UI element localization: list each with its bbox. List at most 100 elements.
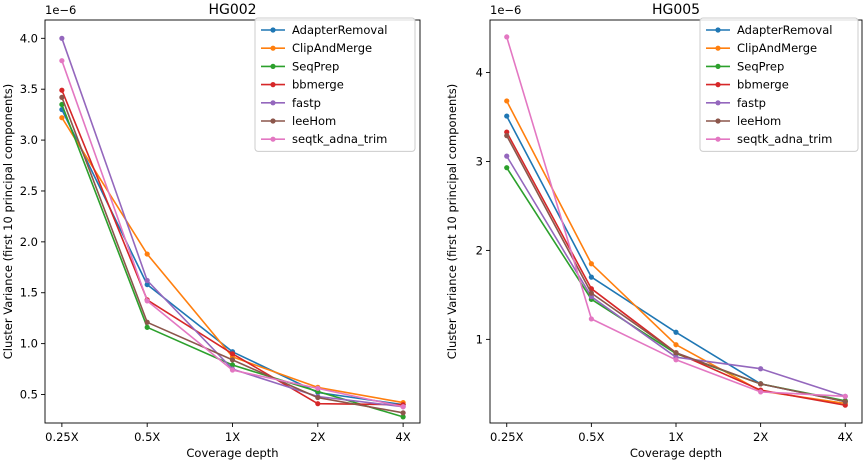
y-tick-label: 2.0 [20, 235, 38, 249]
legend-swatch-marker [715, 45, 721, 51]
data-point-fastp [504, 153, 510, 159]
chart-title: HG005 [652, 2, 700, 18]
data-point-ClipAndMerge [588, 261, 594, 267]
x-tick-label: 4X [838, 430, 853, 444]
data-point-seqtk_adna_trim [504, 34, 510, 40]
data-point-leeHom [315, 394, 321, 401]
legend-label: seqtk_adna_trim [292, 132, 387, 146]
data-point-seqtk_adna_trim [144, 298, 150, 304]
legend-box [699, 17, 859, 152]
legend-swatch-marker [715, 27, 721, 33]
data-point-bbmerge [504, 129, 510, 135]
x-tick-label: 0.25X [45, 430, 79, 444]
data-point-bbmerge [315, 401, 321, 407]
y-tick-label: 2.5 [20, 184, 38, 198]
legend-swatch-marker [715, 136, 721, 142]
data-point-seqtk_adna_trim [229, 367, 236, 373]
legend-swatch-marker [270, 118, 276, 124]
legend-swatch-marker [270, 45, 276, 51]
chart-title: HG002 [208, 2, 256, 18]
legend-swatch-marker [270, 136, 276, 142]
x-tick-label: 0.5X [134, 430, 160, 444]
data-point-fastp [59, 35, 65, 41]
legend-swatch-marker [715, 63, 721, 69]
legend-box [254, 17, 416, 152]
y-axis-label: Cluster Variance (first 10 principal com… [445, 84, 459, 359]
y-tick-label: 4 [476, 65, 483, 79]
legend-label: AdapterRemoval [737, 23, 832, 37]
data-point-seqtk_adna_trim [315, 385, 321, 391]
data-point-SeqPrep [229, 362, 236, 368]
data-point-seqtk_adna_trim [588, 316, 594, 322]
legend-label: ClipAndMerge [292, 41, 372, 55]
y-tick-label: 0.5 [20, 388, 38, 402]
data-point-AdapterRemoval [144, 281, 150, 288]
data-point-AdapterRemoval [673, 329, 679, 335]
y-axis-label: Cluster Variance (first 10 principal com… [1, 84, 15, 359]
data-point-bbmerge [842, 402, 848, 408]
y-offset-label: 1e−6 [45, 3, 76, 17]
data-point-leeHom [758, 381, 764, 387]
data-point-ClipAndMerge [504, 98, 510, 104]
data-point-AdapterRemoval [504, 113, 510, 119]
y-tick-label: 1.5 [20, 286, 38, 300]
chart-panel-hg005: HG005 1e−6 1 2 3 4 0.25X 0.5X 1X 2X 4X Coverage dep… [445, 2, 863, 460]
x-tick-label: 2X [753, 430, 768, 444]
legend-swatch-marker [270, 63, 276, 69]
data-point-AdapterRemoval [588, 274, 594, 280]
data-point-leeHom [504, 133, 510, 139]
legend-swatch-marker [270, 82, 276, 88]
series-line-SeqPrep [506, 167, 846, 402]
legend-swatch-marker [270, 27, 276, 33]
data-point-fastp [144, 277, 150, 284]
x-tick-label: 2X [310, 430, 325, 444]
data-point-SeqPrep [59, 101, 65, 108]
y-tick-label: 1.0 [20, 337, 38, 351]
legend-label: fastp [737, 96, 766, 110]
data-point-leeHom [144, 319, 150, 325]
legend-swatch-marker [715, 100, 721, 106]
x-tick-label: 0.5X [578, 430, 604, 444]
data-point-leeHom [588, 290, 594, 296]
y-tick-label: 4.0 [20, 31, 38, 45]
x-axis-label: Coverage depth [186, 446, 278, 460]
legend-label: seqtk_adna_trim [737, 132, 832, 146]
data-point-leeHom [59, 94, 65, 100]
y-tick-label: 3.0 [20, 133, 38, 147]
legend-label: ClipAndMerge [737, 41, 817, 55]
y-tick-label: 3.5 [20, 82, 38, 96]
data-point-SeqPrep [144, 324, 150, 330]
series-line-bbmerge [505, 131, 846, 406]
legend-label: SeqPrep [737, 59, 784, 73]
data-point-SeqPrep [504, 165, 510, 171]
data-point-fastp [758, 366, 764, 372]
data-point-ClipAndMerge [673, 342, 679, 348]
data-point-seqtk_adna_trim [673, 357, 679, 363]
legend-label: bbmerge [292, 78, 344, 92]
legend-label: fastp [292, 96, 321, 110]
data-point-ClipAndMerge [59, 115, 65, 121]
y-tick-label: 1 [476, 332, 483, 346]
data-point-seqtk_adna_trim [842, 393, 848, 399]
y-offset-label: 1e−6 [490, 3, 521, 17]
y-tick-label: 3 [476, 154, 483, 168]
data-point-bbmerge [229, 351, 236, 357]
legend-label: bbmerge [737, 78, 789, 92]
x-tick-label: 0.25X [490, 430, 524, 444]
data-point-ClipAndMerge [144, 251, 150, 257]
data-point-fastp [588, 294, 594, 300]
legend-label: leeHom [737, 114, 781, 128]
data-point-SeqPrep [400, 414, 406, 420]
x-tick-label: 1X [225, 430, 240, 444]
data-point-leeHom [673, 350, 679, 356]
x-tick-label: 1X [668, 430, 683, 444]
legend-label: AdapterRemoval [292, 23, 387, 37]
x-tick-label: 4X [396, 430, 411, 444]
data-point-leeHom [229, 357, 236, 363]
chart-panel-hg002: HG002 1e−6 0.5 1.0 1.5 2.0 2.5 3.0 3.5 4.0 0.25X 0.… [1, 2, 421, 460]
data-point-leeHom [400, 410, 406, 416]
x-axis-label: Coverage depth [630, 446, 722, 460]
data-point-seqtk_adna_trim [59, 58, 65, 64]
data-point-leeHom [842, 399, 848, 405]
